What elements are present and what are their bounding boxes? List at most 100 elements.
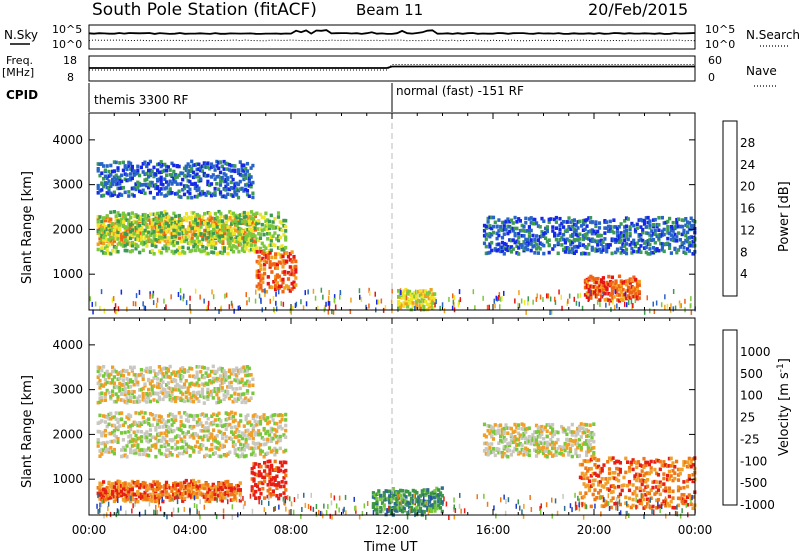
echo-cell	[190, 433, 194, 438]
echo-cell	[680, 232, 684, 237]
echo-cell	[527, 228, 531, 232]
echo-cell	[529, 442, 533, 446]
echo-cell	[226, 162, 230, 166]
echo-cell	[141, 480, 145, 485]
echo-cell	[165, 429, 169, 433]
echo-cell	[168, 498, 172, 502]
echo-cell	[424, 491, 428, 496]
echo-cell	[294, 267, 298, 271]
echo-cell	[576, 226, 580, 230]
echo-cell	[583, 227, 587, 232]
echo-cell	[96, 219, 100, 224]
echo-cell	[538, 241, 542, 245]
echo-cell	[193, 163, 197, 167]
echo-cell	[112, 210, 116, 214]
echo-cell	[607, 274, 611, 279]
echo-cell	[237, 232, 241, 237]
echo-cell	[242, 177, 246, 182]
echo-cell	[217, 482, 221, 486]
echo-cell	[520, 447, 524, 452]
echo-cell	[391, 494, 395, 498]
echo-cell	[682, 218, 686, 223]
echo-cell	[404, 287, 408, 292]
echo-cell	[165, 366, 169, 371]
echo-cell	[675, 459, 679, 464]
echo-cell	[672, 289, 675, 294]
echo-cell	[121, 168, 125, 173]
echo-cell	[382, 493, 386, 498]
echo-cell	[212, 428, 216, 432]
station-title: South Pole Station (fitACF)	[92, 0, 317, 20]
echo-cell	[589, 474, 593, 478]
echo-cell	[629, 505, 633, 510]
echo-cell	[129, 447, 133, 452]
echo-cell	[143, 432, 147, 436]
echo-cell	[278, 446, 282, 451]
echo-cell	[136, 423, 140, 428]
echo-cell	[581, 426, 585, 431]
echo-cell	[538, 435, 542, 439]
echo-cell	[249, 452, 254, 457]
echo-cell	[208, 242, 212, 246]
echo-cell	[161, 367, 165, 371]
echo-cell	[154, 442, 158, 447]
echo-cell	[174, 175, 178, 180]
echo-cell	[121, 482, 125, 486]
echo-cell	[495, 429, 499, 434]
echo-cell	[267, 420, 272, 424]
echo-cell	[278, 220, 282, 224]
echo-cell	[613, 461, 617, 465]
echo-cell	[179, 390, 183, 395]
echo-cell	[130, 391, 134, 396]
echo-cell	[660, 215, 664, 220]
echo-cell	[569, 239, 573, 244]
echo-cell	[284, 235, 288, 240]
echo-cell	[156, 391, 160, 396]
echo-cell	[204, 492, 208, 497]
echo-cell	[116, 194, 120, 198]
echo-cell	[154, 183, 158, 187]
echo-cell	[281, 289, 285, 294]
echo-cell	[592, 277, 597, 282]
echo-cell	[418, 304, 422, 308]
echo-cell	[129, 439, 133, 444]
echo-cell	[349, 309, 352, 314]
echo-cell	[583, 285, 588, 290]
echo-cell	[217, 441, 221, 445]
echo-cell	[125, 396, 129, 400]
echo-cell	[551, 427, 555, 431]
echo-cell	[217, 250, 221, 255]
echo-cell	[224, 179, 228, 184]
echo-cell	[112, 232, 116, 236]
echo-cell	[682, 230, 686, 235]
echo-cell	[294, 283, 298, 287]
echo-cell	[395, 509, 399, 513]
echo-cell	[237, 229, 241, 233]
echo-cell	[215, 446, 219, 450]
echo-cell	[594, 285, 598, 289]
echo-cell	[148, 433, 153, 437]
echo-cell	[664, 503, 668, 508]
echo-cell	[173, 484, 178, 488]
echo-cell	[635, 281, 640, 286]
echo-cell	[102, 365, 106, 369]
echo-cell	[244, 214, 248, 219]
echo-cell	[673, 476, 677, 481]
echo-cell	[213, 246, 217, 251]
echo-cell	[228, 304, 231, 310]
echo-cell	[191, 163, 196, 168]
echo-cell	[689, 496, 693, 501]
echo-cell	[596, 299, 599, 305]
echo-cell	[172, 176, 176, 181]
echo-cell	[628, 243, 632, 247]
echo-cell	[150, 384, 154, 389]
echo-cell	[641, 238, 645, 243]
echo-cell	[212, 223, 216, 227]
echo-cell	[290, 287, 294, 291]
echo-cell	[626, 217, 630, 221]
echo-cell	[650, 238, 654, 243]
echo-cell	[271, 418, 275, 422]
echo-cell	[152, 376, 156, 380]
echo-cell	[219, 419, 223, 423]
echo-cell	[328, 304, 331, 310]
